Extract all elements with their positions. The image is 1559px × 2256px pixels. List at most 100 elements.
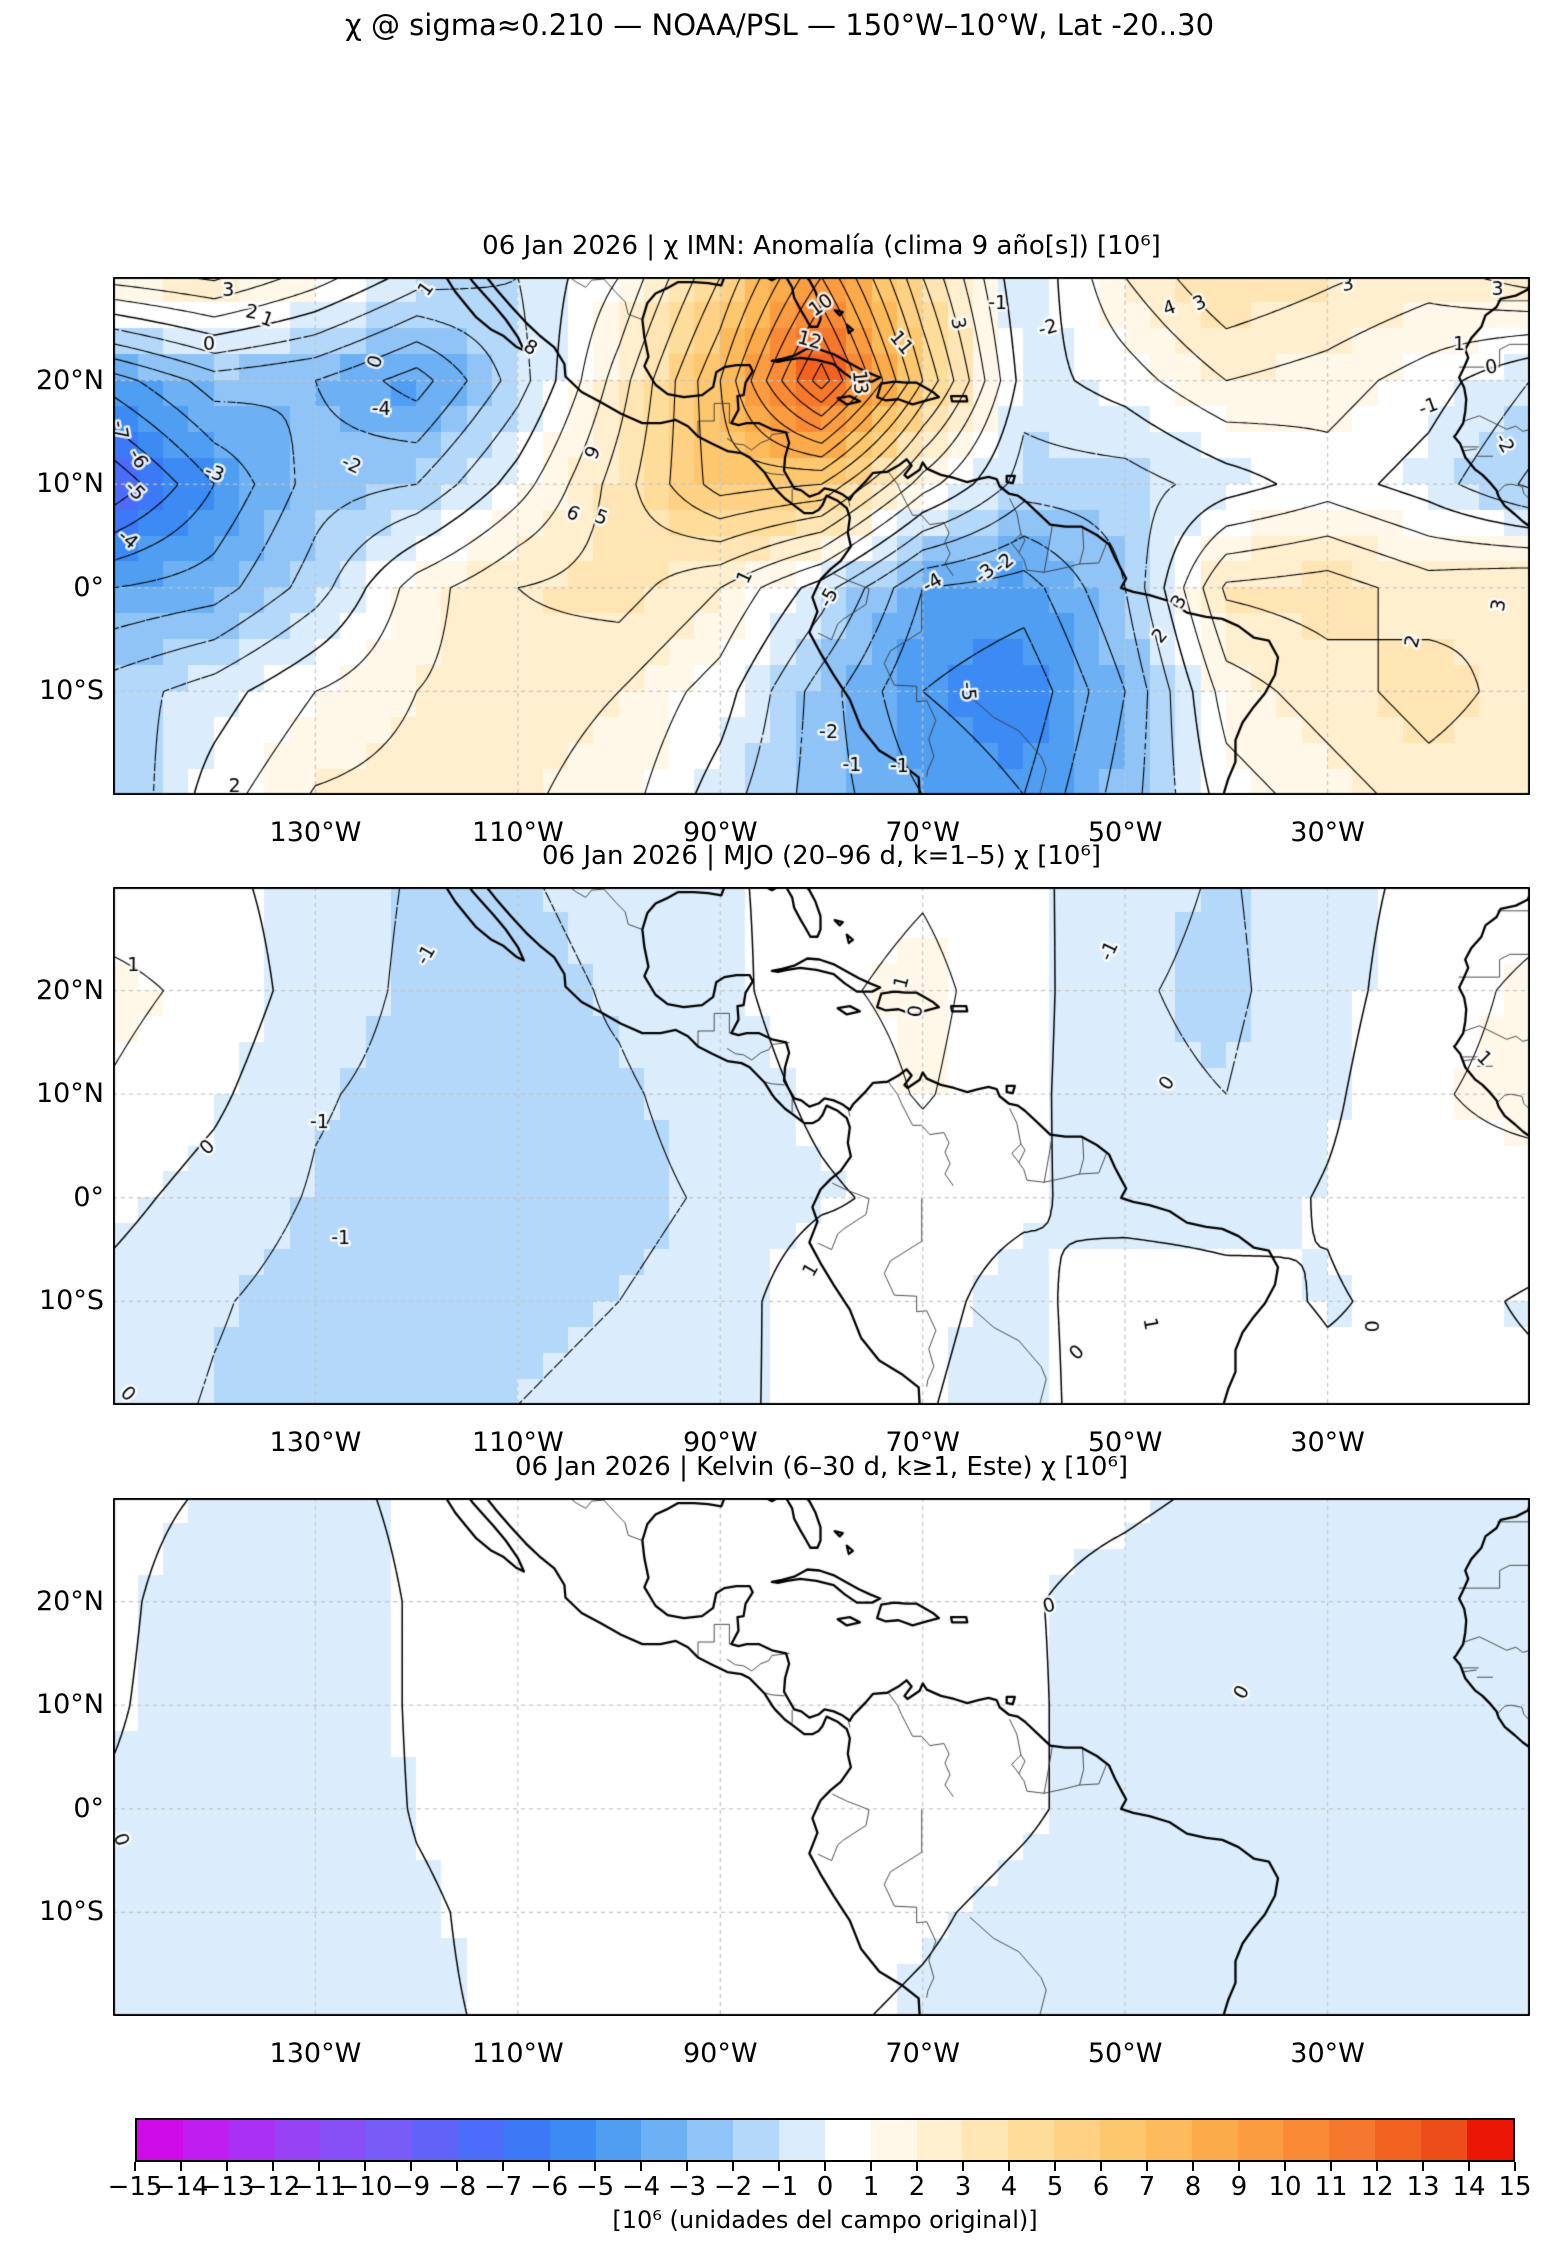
colorbar-ticklabel-10: 10 bbox=[1268, 2172, 1302, 2202]
colorbar-ticklabel-4: 4 bbox=[1000, 2172, 1018, 2202]
colorbar-segment-15 bbox=[824, 2120, 871, 2160]
colorbar-tickmark-0 bbox=[824, 2162, 826, 2171]
colorbar-label: [10⁶ (unidades del campo original)] bbox=[612, 2206, 1038, 2234]
colorbar-ticklabel-−6: −6 bbox=[529, 2172, 569, 2202]
colorbar-ticklabel-−10: −10 bbox=[337, 2172, 393, 2202]
colorbar-tickmark-6 bbox=[1100, 2162, 1102, 2171]
colorbar-segment-11 bbox=[641, 2120, 688, 2160]
colorbar-segment-4 bbox=[320, 2120, 367, 2160]
colorbar-ticklabel-7: 7 bbox=[1138, 2172, 1156, 2202]
colorbar-tickmark-2 bbox=[916, 2162, 918, 2171]
panel-3-ytick-10°S: 10°S bbox=[39, 1896, 104, 1928]
colorbar-ticklabel-11: 11 bbox=[1314, 2172, 1348, 2202]
panel-2-xtick-130°W: 130°W bbox=[269, 1427, 362, 1458]
panel-1-ytick-10°S: 10°S bbox=[39, 675, 104, 707]
colorbar-ticklabel-−8: −8 bbox=[437, 2172, 477, 2202]
colorbar-tickmark-9 bbox=[1238, 2162, 1240, 2171]
colorbar-tickmark-10 bbox=[1284, 2162, 1286, 2171]
colorbar-ticklabel-3: 3 bbox=[954, 2172, 972, 2202]
panel-1-xtick-130°W: 130°W bbox=[269, 817, 362, 848]
panel-1-xtick-110°W: 110°W bbox=[471, 817, 564, 848]
colorbar-segment-16 bbox=[870, 2120, 917, 2160]
colorbar-segment-3 bbox=[274, 2120, 321, 2160]
panel-2-title: 06 Jan 2026 | MJO (20–96 d, k=1–5) χ [10… bbox=[542, 841, 1101, 871]
panel-1-title: 06 Jan 2026 | χ IMN: Anomalía (clima 9 a… bbox=[482, 231, 1161, 261]
colorbar-tickmark-4 bbox=[1008, 2162, 1010, 2171]
colorbar-segment-5 bbox=[366, 2120, 413, 2160]
colorbar-segment-24 bbox=[1237, 2120, 1284, 2160]
panel-2-ytick-10°S: 10°S bbox=[39, 1285, 104, 1317]
colorbar-tickmark-−10 bbox=[364, 2162, 366, 2171]
colorbar-segment-23 bbox=[1191, 2120, 1238, 2160]
panel-3-ytick-20°N: 20°N bbox=[35, 1585, 104, 1617]
colorbar-ticklabel-−14: −14 bbox=[153, 2172, 209, 2202]
colorbar-tickmark-−11 bbox=[318, 2162, 320, 2171]
panel-1-xtick-90°W: 90°W bbox=[683, 817, 758, 848]
colorbar-ticklabel-2: 2 bbox=[908, 2172, 926, 2202]
panel-2-xtick-110°W: 110°W bbox=[471, 1427, 564, 1458]
colorbar-ticklabel-−4: −4 bbox=[621, 2172, 661, 2202]
panel-3-xtick-130°W: 130°W bbox=[269, 2038, 362, 2069]
colorbar-tickmark-−5 bbox=[594, 2162, 596, 2171]
colorbar-segment-17 bbox=[916, 2120, 963, 2160]
panel-3-ytick-0°: 0° bbox=[73, 1792, 104, 1824]
colorbar-segment-13 bbox=[733, 2120, 780, 2160]
colorbar-ticklabel-−7: −7 bbox=[483, 2172, 523, 2202]
colorbar-tickmark-−14 bbox=[180, 2162, 182, 2171]
colorbar-ticklabel-−9: −9 bbox=[391, 2172, 431, 2202]
panel-2-ytick-20°N: 20°N bbox=[35, 974, 104, 1006]
colorbar-segment-1 bbox=[182, 2120, 229, 2160]
colorbar-segment-27 bbox=[1375, 2120, 1422, 2160]
colorbar-tickmark-5 bbox=[1054, 2162, 1056, 2171]
colorbar-tickmark-−9 bbox=[410, 2162, 412, 2171]
colorbar-ticklabel-−12: −12 bbox=[245, 2172, 301, 2202]
colorbar-tickmark-−15 bbox=[134, 2162, 136, 2171]
panel-1-ytick-0°: 0° bbox=[73, 571, 104, 603]
colorbar-tickmark-−12 bbox=[272, 2162, 274, 2171]
colorbar-segment-25 bbox=[1283, 2120, 1330, 2160]
colorbar-segment-28 bbox=[1421, 2120, 1467, 2160]
panel-2-ytick-10°N: 10°N bbox=[35, 1078, 104, 1110]
colorbar-segment-14 bbox=[779, 2120, 825, 2160]
colorbar-segment-20 bbox=[1054, 2120, 1101, 2160]
panel-2-xtick-30°W: 30°W bbox=[1290, 1427, 1365, 1458]
colorbar-segment-21 bbox=[1100, 2120, 1146, 2160]
map-panel-3-kelvin bbox=[113, 1498, 1530, 2016]
panel-3-ytick-10°N: 10°N bbox=[35, 1689, 104, 1721]
colorbar-tickmark-14 bbox=[1468, 2162, 1470, 2171]
colorbar-ticklabel-9: 9 bbox=[1230, 2172, 1248, 2202]
colorbar-tickmark-11 bbox=[1330, 2162, 1332, 2171]
panel-1-xtick-30°W: 30°W bbox=[1290, 817, 1365, 848]
colorbar-ticklabel-12: 12 bbox=[1360, 2172, 1394, 2202]
colorbar-segment-18 bbox=[962, 2120, 1009, 2160]
panel-3-xtick-70°W: 70°W bbox=[885, 2038, 960, 2069]
colorbar-ticklabel-0: 0 bbox=[816, 2172, 834, 2202]
panel-1-xtick-50°W: 50°W bbox=[1087, 817, 1163, 848]
colorbar-segment-12 bbox=[687, 2120, 734, 2160]
panel-3-xtick-30°W: 30°W bbox=[1290, 2038, 1365, 2069]
colorbar-segment-22 bbox=[1145, 2120, 1192, 2160]
colorbar-segment-10 bbox=[595, 2120, 642, 2160]
colorbar-tickmark-1 bbox=[870, 2162, 872, 2171]
colorbar-tickmark-−4 bbox=[640, 2162, 642, 2171]
colorbar-ticklabel-5: 5 bbox=[1046, 2172, 1064, 2202]
colorbar-ticklabel-14: 14 bbox=[1452, 2172, 1486, 2202]
colorbar-tickmark-−7 bbox=[502, 2162, 504, 2171]
colorbar-ticklabel-8: 8 bbox=[1184, 2172, 1202, 2202]
colorbar-ticklabel-−2: −2 bbox=[713, 2172, 753, 2202]
colorbar-ticklabel-−5: −5 bbox=[575, 2172, 615, 2202]
colorbar-tickmark-−6 bbox=[548, 2162, 550, 2171]
colorbar-tickmark-−13 bbox=[226, 2162, 228, 2171]
colorbar-tickmark-7 bbox=[1146, 2162, 1148, 2171]
colorbar-segment-19 bbox=[1008, 2120, 1055, 2160]
panel-3-title: 06 Jan 2026 | Kelvin (6–30 d, k≥1, Este)… bbox=[514, 1452, 1129, 1482]
panel-2-xtick-50°W: 50°W bbox=[1087, 1427, 1163, 1458]
panel-2-ytick-0°: 0° bbox=[73, 1181, 104, 1213]
panel-2-xtick-70°W: 70°W bbox=[885, 1427, 960, 1458]
colorbar-tickmark-−3 bbox=[686, 2162, 688, 2171]
colorbar-tickmark-12 bbox=[1376, 2162, 1378, 2171]
colorbar-ticklabel-13: 13 bbox=[1406, 2172, 1440, 2202]
colorbar-ticklabel-−13: −13 bbox=[199, 2172, 255, 2202]
colorbar-tickmark-3 bbox=[962, 2162, 964, 2171]
colorbar-ticklabel-−1: −1 bbox=[759, 2172, 799, 2202]
